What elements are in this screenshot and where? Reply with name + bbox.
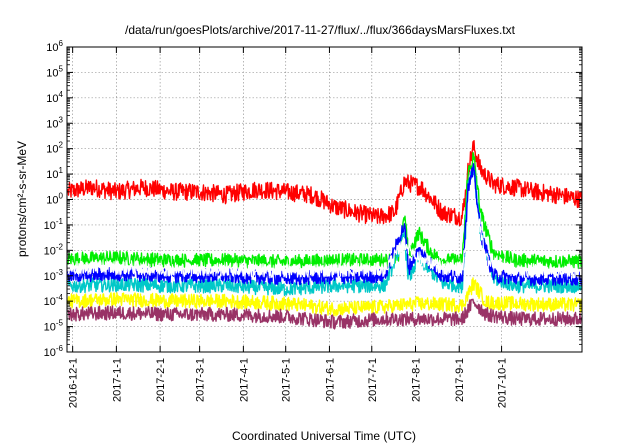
x-tick-label: 2017-8-1 <box>411 358 423 402</box>
x-tick-label: 2017-6-1 <box>324 358 336 402</box>
x-tick-label: 2017-9-1 <box>454 358 466 402</box>
series-line <box>67 139 583 227</box>
chart-title: /data/run/goesPlots/archive/2017-11-27/f… <box>125 23 516 37</box>
y-tick-label: 10-3 <box>44 268 64 283</box>
series-group <box>67 139 583 330</box>
series-line <box>67 277 583 317</box>
y-tick-label: 104 <box>46 90 63 105</box>
y-axis-label: protons/cm²-s-sr-MeV <box>15 141 29 257</box>
y-tick-label: 101 <box>46 166 63 181</box>
series-line <box>67 163 583 286</box>
y-tick-label: 103 <box>46 115 63 130</box>
x-tick-label: 2017-10-1 <box>497 358 509 408</box>
y-tick-label: 10-2 <box>44 242 64 257</box>
y-tick-label: 105 <box>46 64 63 79</box>
series-line <box>67 200 583 279</box>
x-tick-label: 2017-5-1 <box>281 358 293 402</box>
series-line <box>67 151 583 270</box>
x-tick-label: 2017-2-1 <box>155 358 167 402</box>
y-axis: 10-6 10-5 10-4 10-3 10-2 10-1 100 101 102 103 104 1… <box>44 39 582 359</box>
y-tick-label: 10-5 <box>44 319 64 334</box>
y-tick-label: 10-6 <box>44 344 64 359</box>
y-tick-label: 102 <box>46 141 63 156</box>
y-tick-label: 106 <box>46 39 63 54</box>
x-tick-label: 2017-4-1 <box>238 358 250 402</box>
series-line <box>67 165 583 296</box>
y-tick-label: 100 <box>46 192 63 207</box>
y-tick-label: 10-4 <box>44 293 64 308</box>
x-tick-label: 2016-12-1 <box>68 358 80 408</box>
series-line <box>67 298 582 330</box>
x-axis: 2016-12-1 2017-1-1 2017-2-1 2017-3-1 2017-4-… <box>68 47 509 408</box>
x-tick-label: 2017-1-1 <box>111 358 123 402</box>
x-tick-label: 2017-3-1 <box>195 358 207 402</box>
x-tick-label: 2017-7-1 <box>367 358 379 402</box>
y-tick-label: 10-1 <box>44 217 64 232</box>
x-axis-label: Coordinated Universal Time (UTC) <box>232 429 416 443</box>
